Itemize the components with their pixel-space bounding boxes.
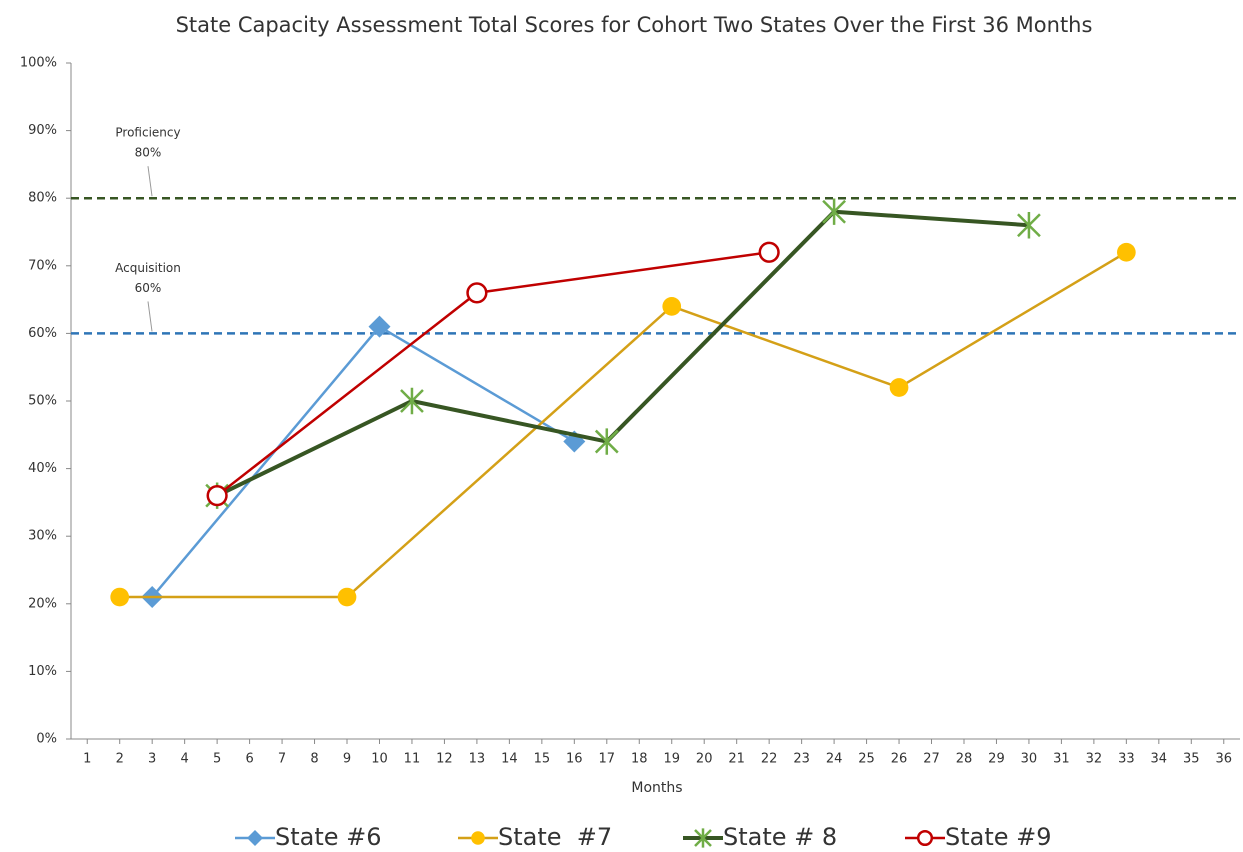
marker-diamond <box>247 830 263 846</box>
annotation-name: Acquisition <box>115 261 181 275</box>
x-tick-label: 12 <box>436 752 453 767</box>
x-tick-label: 17 <box>599 752 616 767</box>
x-tick-label: 19 <box>663 752 680 767</box>
y-tick-label: 30% <box>28 529 57 544</box>
x-tick-label: 21 <box>728 752 745 767</box>
x-tick-label: 11 <box>404 752 421 767</box>
x-tick-label: 36 <box>1215 752 1232 767</box>
annotation-leader <box>147 166 153 197</box>
marker-asterisk <box>822 198 846 225</box>
x-tick-label: 7 <box>278 752 286 767</box>
y-tick-label: 60% <box>28 326 57 341</box>
x-tick-label: 8 <box>310 752 318 767</box>
legend-label: State # 8 <box>723 823 837 851</box>
x-tick-label: 4 <box>181 752 189 767</box>
legend-label: State #9 <box>945 823 1052 851</box>
x-tick-label: 20 <box>696 752 713 767</box>
marker-asterisk <box>694 828 712 848</box>
series-line <box>216 251 770 497</box>
x-axis-label: Months <box>631 780 682 796</box>
y-tick-label: 90% <box>28 123 57 138</box>
x-tick-label: 1 <box>83 752 91 767</box>
x-tick-label: 32 <box>1086 752 1103 767</box>
marker-asterisk <box>400 387 424 415</box>
x-tick-label: 16 <box>566 752 583 767</box>
marker-open-circle <box>758 241 780 263</box>
x-tick-label: 31 <box>1053 752 1070 767</box>
legend-label: State #7 <box>498 823 612 851</box>
y-tick-label: 40% <box>28 461 57 476</box>
x-tick-label: 6 <box>245 752 253 767</box>
y-tick-label: 0% <box>36 732 57 747</box>
marker-diamond <box>368 315 391 338</box>
x-tick-label: 33 <box>1118 752 1135 767</box>
marker-asterisk <box>1017 212 1041 239</box>
y-tick-label: 10% <box>28 664 57 679</box>
y-tick-label: 70% <box>28 258 57 273</box>
x-tick-label: 13 <box>469 752 486 767</box>
marker-circle <box>1116 242 1136 262</box>
marker-circle <box>662 297 682 316</box>
marker-open-circle <box>466 282 488 304</box>
annotation-value: 60% <box>135 281 162 295</box>
x-tick-label: 25 <box>858 752 875 767</box>
marker-circle <box>110 587 130 607</box>
marker-open-circle <box>206 485 228 507</box>
x-tick-label: 30 <box>1021 752 1038 767</box>
x-tick-label: 23 <box>793 752 810 767</box>
x-tick-label: 10 <box>371 752 388 767</box>
x-tick-label: 22 <box>761 752 778 767</box>
series-line <box>151 325 575 598</box>
y-tick-label: 20% <box>28 596 57 611</box>
marker-circle <box>889 378 909 397</box>
x-tick-label: 18 <box>631 752 648 767</box>
x-tick-label: 14 <box>501 752 518 767</box>
legend-label: State #6 <box>275 823 382 851</box>
x-tick-label: 9 <box>343 752 351 767</box>
x-tick-label: 2 <box>116 752 124 767</box>
x-tick-label: 34 <box>1151 752 1168 767</box>
marker-open-circle <box>916 829 934 847</box>
x-tick-label: 5 <box>213 752 221 767</box>
x-tick-label: 29 <box>988 752 1005 767</box>
y-tick-label: 100% <box>20 56 57 71</box>
x-tick-label: 15 <box>534 752 551 767</box>
marker-circle <box>471 831 485 845</box>
x-tick-label: 28 <box>956 752 973 767</box>
annotation-leader <box>147 301 153 332</box>
marker-asterisk <box>594 428 619 455</box>
x-tick-label: 3 <box>148 752 156 767</box>
chart-title: State Capacity Assessment Total Scores f… <box>176 13 1093 37</box>
annotation-name: Proficiency <box>115 126 180 140</box>
annotation-value: 80% <box>135 146 162 160</box>
x-tick-label: 26 <box>891 752 908 767</box>
marker-circle <box>337 587 357 607</box>
x-tick-label: 24 <box>826 752 843 767</box>
y-tick-label: 50% <box>28 394 57 409</box>
series-line <box>216 209 1030 498</box>
x-tick-label: 35 <box>1183 752 1200 767</box>
y-tick-label: 80% <box>28 191 57 206</box>
x-tick-label: 27 <box>923 752 940 767</box>
